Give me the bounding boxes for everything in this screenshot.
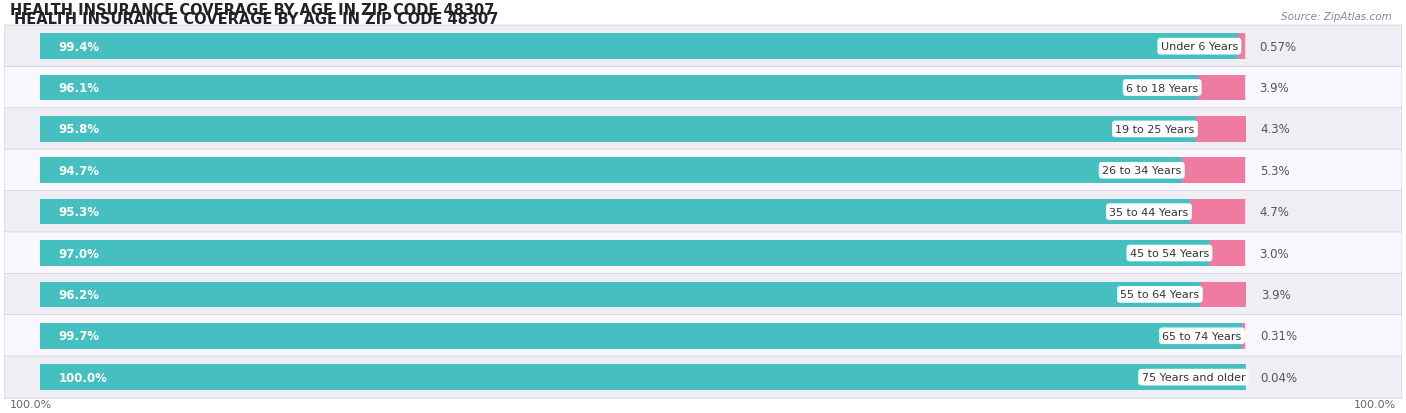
Bar [41, 323, 1241, 349]
Text: HEALTH INSURANCE COVERAGE BY AGE IN ZIP CODE 48307: HEALTH INSURANCE COVERAGE BY AGE IN ZIP … [14, 12, 499, 27]
Text: 100.0%: 100.0% [1354, 399, 1396, 408]
Text: 95.8%: 95.8% [59, 123, 100, 136]
Text: Under 6 Years: Under 6 Years [1161, 42, 1237, 52]
Text: 0.57%: 0.57% [1260, 40, 1296, 54]
Bar [1198, 76, 1246, 101]
FancyBboxPatch shape [4, 26, 1402, 68]
Text: 75 Years and older: 75 Years and older [1142, 372, 1246, 382]
Text: 55 to 64 Years: 55 to 64 Years [1121, 290, 1199, 300]
Bar [1181, 158, 1246, 184]
FancyBboxPatch shape [4, 150, 1402, 192]
Bar [41, 364, 1246, 390]
Text: 100.0%: 100.0% [59, 371, 107, 384]
Text: 3.0%: 3.0% [1260, 247, 1289, 260]
Bar [1241, 323, 1246, 349]
Text: 0.31%: 0.31% [1260, 330, 1296, 342]
FancyBboxPatch shape [4, 109, 1402, 151]
Text: 65 to 74 Years: 65 to 74 Years [1163, 331, 1241, 341]
Text: 95.3%: 95.3% [59, 206, 100, 218]
Text: 3.9%: 3.9% [1261, 288, 1291, 301]
Bar [41, 117, 1195, 142]
Text: 99.7%: 99.7% [59, 330, 100, 342]
FancyBboxPatch shape [4, 356, 1402, 398]
Text: HEALTH INSURANCE COVERAGE BY AGE IN ZIP CODE 48307: HEALTH INSURANCE COVERAGE BY AGE IN ZIP … [10, 3, 495, 18]
Bar [1199, 282, 1246, 307]
Bar [41, 76, 1198, 101]
Text: 3.9%: 3.9% [1260, 82, 1289, 95]
FancyBboxPatch shape [4, 191, 1402, 233]
Text: 4.3%: 4.3% [1261, 123, 1291, 136]
Text: Source: ZipAtlas.com: Source: ZipAtlas.com [1281, 12, 1392, 22]
Text: 4.7%: 4.7% [1260, 206, 1289, 218]
Text: 26 to 34 Years: 26 to 34 Years [1102, 166, 1181, 176]
FancyBboxPatch shape [4, 274, 1402, 316]
Text: 94.7%: 94.7% [59, 164, 100, 177]
Text: 45 to 54 Years: 45 to 54 Years [1130, 249, 1209, 259]
Text: 97.0%: 97.0% [59, 247, 100, 260]
FancyBboxPatch shape [4, 67, 1402, 109]
Bar [1188, 199, 1246, 225]
Bar [1209, 241, 1246, 266]
Text: 0.04%: 0.04% [1260, 371, 1298, 384]
Bar [41, 34, 1237, 60]
Text: 19 to 25 Years: 19 to 25 Years [1115, 125, 1195, 135]
Text: 99.4%: 99.4% [59, 40, 100, 54]
Bar [41, 282, 1199, 307]
FancyBboxPatch shape [4, 315, 1402, 357]
Bar [1237, 34, 1244, 60]
FancyBboxPatch shape [4, 233, 1402, 275]
Bar [1195, 117, 1246, 142]
Text: 96.2%: 96.2% [59, 288, 100, 301]
Text: 35 to 44 Years: 35 to 44 Years [1109, 207, 1188, 217]
Bar [41, 241, 1209, 266]
Text: 96.1%: 96.1% [59, 82, 100, 95]
Text: 6 to 18 Years: 6 to 18 Years [1126, 83, 1198, 93]
Bar [41, 158, 1181, 184]
Bar [41, 199, 1188, 225]
Text: 5.3%: 5.3% [1260, 164, 1289, 177]
Text: 100.0%: 100.0% [10, 399, 52, 408]
